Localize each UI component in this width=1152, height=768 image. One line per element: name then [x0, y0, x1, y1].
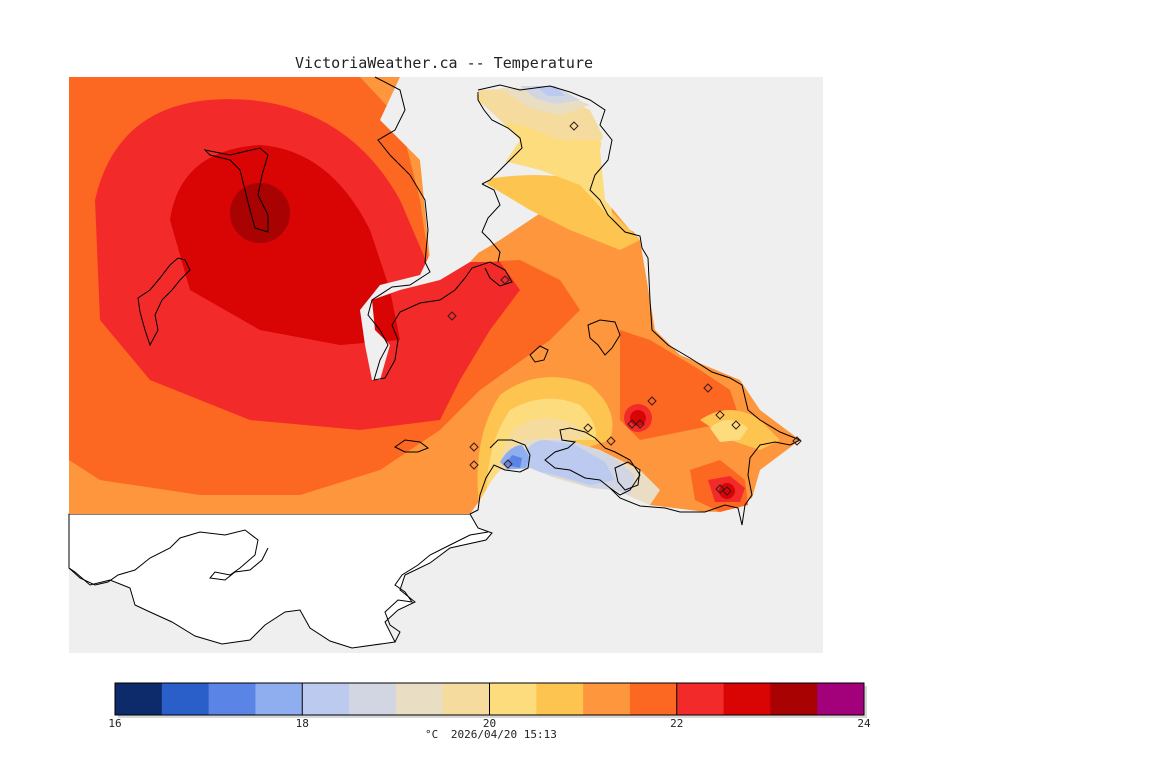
coastline-lake [614, 461, 641, 491]
station-marker [447, 311, 457, 321]
temp-band-23 [230, 183, 290, 243]
coastline-island-d [529, 345, 549, 363]
colorbar-swatch [536, 683, 584, 715]
station-marker [469, 460, 479, 470]
coastline-west [367, 76, 513, 381]
station-marker [792, 436, 802, 446]
station-marker [503, 459, 513, 469]
temp-band-19-5 [495, 418, 590, 514]
colorbar-tick-label: 24 [857, 717, 871, 730]
colorbar-tick-label: 20 [483, 717, 496, 730]
colorbar-swatch [442, 683, 490, 715]
station-marker [500, 275, 510, 285]
coastline-inlet-east [477, 92, 523, 185]
temp-band-north-21 [480, 175, 640, 250]
colorbar-swatch [208, 683, 256, 715]
coastline-island-a [203, 147, 269, 233]
station-marker [722, 486, 732, 496]
unit-label: °C [425, 728, 439, 741]
colorbar-swatch [489, 683, 537, 715]
station-marker [647, 396, 657, 406]
weather-stations [447, 121, 802, 496]
coastline-island-e [587, 319, 621, 356]
colorbar-tick-label: 22 [670, 717, 683, 730]
temp-band-22-5 [170, 145, 400, 345]
temperature-field [69, 77, 823, 514]
colorbar-swatch [817, 683, 865, 715]
colorbar-swatch [349, 683, 397, 715]
station-marker [569, 121, 579, 131]
colorbar-swatch [723, 683, 771, 715]
station-marker [715, 484, 725, 494]
colorbar-swatch [115, 683, 163, 715]
coastline-inlet-shore [481, 183, 501, 263]
colorbar-swatch [770, 683, 818, 715]
colorbar-swatch [583, 683, 631, 715]
temp-band-north-19-5 [478, 88, 605, 140]
colorbar [114, 682, 867, 718]
colorbar-swatch [161, 683, 210, 715]
sea-mask-south [470, 468, 720, 514]
scale-label: °C 2026/04/20 15:13 [425, 728, 557, 741]
coastline-olympic [68, 529, 269, 586]
colorbar-swatch [302, 683, 350, 715]
coastline-south-shore [469, 439, 531, 515]
map-title: VictoriaWeather.ca -- Temperature [295, 54, 594, 72]
colorbar-swatch [676, 683, 725, 715]
temp-band-18 [520, 440, 615, 485]
station-marker [635, 419, 645, 429]
colorbar-swatch [629, 683, 678, 715]
station-marker [627, 419, 637, 429]
station-marker [469, 442, 479, 452]
station-marker [703, 383, 713, 393]
colorbar-tick-label: 16 [108, 717, 121, 730]
colorbar-swatch [255, 683, 303, 715]
coastline-olympic-east [384, 531, 489, 643]
coastline-island-c [394, 439, 430, 453]
sea-mask-east [560, 77, 823, 514]
colorbar-swatch [395, 683, 444, 715]
coastline [68, 76, 802, 643]
station-marker [583, 423, 593, 433]
coastline-peninsula [544, 427, 641, 496]
temp-band-north-19 [500, 88, 590, 115]
timestamp-label: 2026/04/20 15:13 [450, 728, 557, 741]
station-marker [731, 420, 741, 430]
coastline-saanich [477, 84, 802, 526]
colorbar-tick-label: 18 [296, 717, 309, 730]
sea-mask-inlet [360, 77, 520, 380]
station-marker [715, 410, 725, 420]
colorbar-ticks: 16 18 20 22 24 [108, 683, 871, 730]
coastline-island-b [137, 257, 191, 347]
station-marker [606, 436, 616, 446]
